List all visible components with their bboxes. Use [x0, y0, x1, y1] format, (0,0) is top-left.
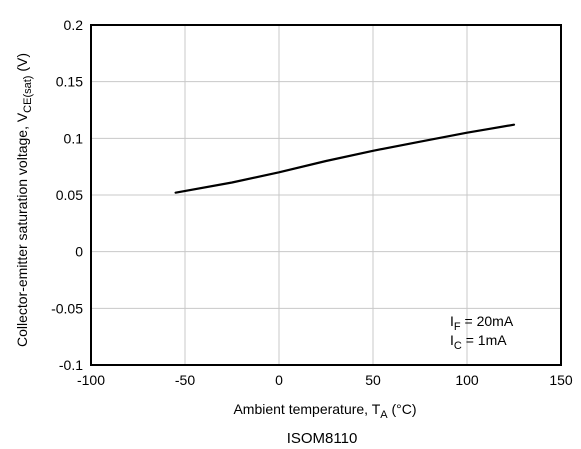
- y-tick-label: -0.05: [51, 300, 83, 316]
- annotation-if: IF = 20mA: [450, 313, 514, 333]
- x-tick-label: 100: [455, 372, 479, 388]
- y-tick-labels: 0.2 0.15 0.1 0.05 0 -0.05 -0.1: [51, 17, 83, 373]
- x-tick-label: 0: [275, 372, 283, 388]
- plot-frame: [90, 24, 562, 366]
- y-tick-label: -0.1: [59, 357, 83, 373]
- x-tick-label: 150: [549, 372, 573, 388]
- x-axis-label: Ambient temperature, TA (°C): [233, 401, 416, 421]
- annotation-ic: IC = 1mA: [450, 332, 507, 352]
- y-tick-label: 0.2: [64, 17, 84, 33]
- y-tick-label: 0.1: [64, 130, 84, 146]
- y-axis-label: Collector-emitter saturation voltage, VC…: [14, 53, 34, 347]
- series-layer: [174, 123, 516, 194]
- chart-caption: ISOM8110: [287, 430, 358, 447]
- y-tick-label: 0.05: [56, 187, 83, 203]
- y-tick-label: 0: [75, 244, 83, 260]
- y-tick-label: 0.15: [56, 74, 83, 90]
- series-line-0: [174, 123, 516, 194]
- x-tick-label: -50: [175, 372, 195, 388]
- x-tick-label: -100: [77, 372, 105, 388]
- x-tick-labels: -100 -50 0 50 100 150: [77, 372, 573, 388]
- x-tick-label: 50: [365, 372, 381, 388]
